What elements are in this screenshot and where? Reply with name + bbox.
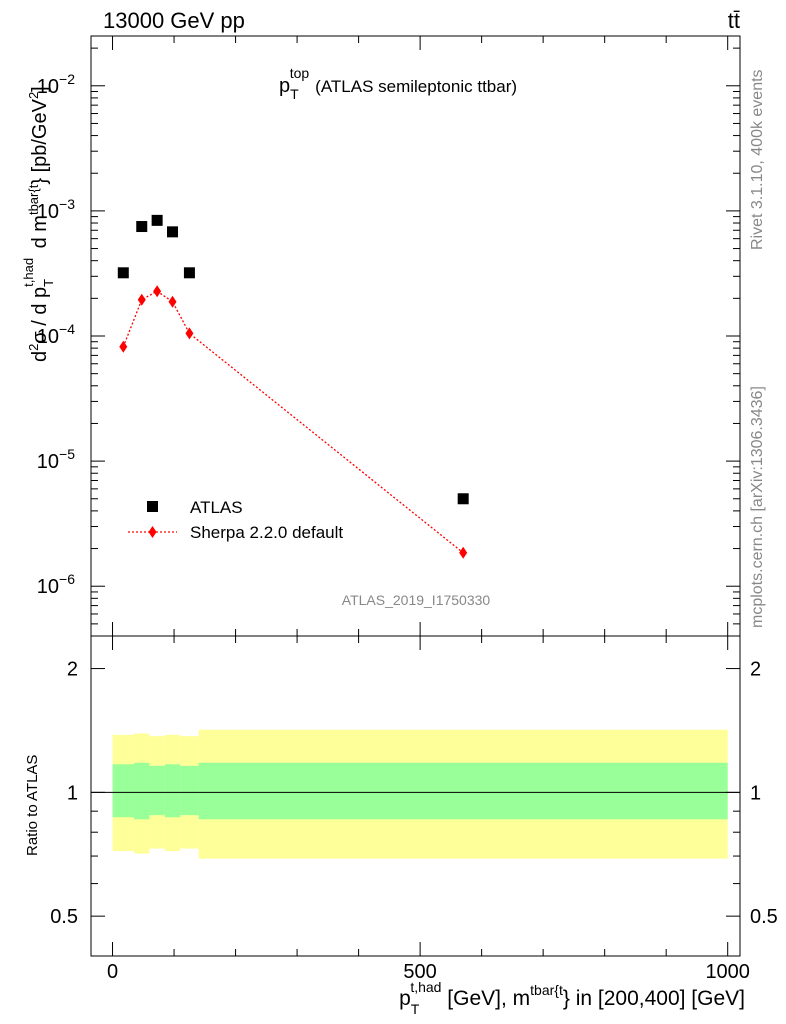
ratio-inner-band xyxy=(112,764,135,818)
sherpa-point xyxy=(185,327,194,340)
y-tick-label-exp: −5 xyxy=(59,446,75,462)
atlas-point xyxy=(457,493,469,505)
atlas-point xyxy=(136,221,148,233)
y-tick-label-exp: −3 xyxy=(59,196,75,212)
legend-sherpa-label: Sherpa 2.2.0 default xyxy=(190,523,343,542)
ratio-y-tick-label: 2 xyxy=(67,659,78,681)
ratio-frame xyxy=(90,635,741,957)
xlabel-sub: T xyxy=(411,1001,420,1017)
main-axis-ticks xyxy=(91,36,740,637)
title-rest: (ATLAS semileptonic ttbar) xyxy=(315,77,517,96)
y-tick-label: 10−6 xyxy=(37,571,75,598)
y-tick-label: 10−3 xyxy=(37,196,75,223)
ratio-y-tick-label-right: 2 xyxy=(750,659,761,681)
ratio-inner-band xyxy=(149,765,165,816)
y-tick-label-exp: −2 xyxy=(59,71,75,87)
y-tick-label-base: 10 xyxy=(37,201,59,223)
y-tick-label-exp: −6 xyxy=(59,571,75,587)
ratio-y-tick-label-right: 0.5 xyxy=(750,906,778,928)
sherpa-point xyxy=(137,293,146,306)
atlas-series xyxy=(117,214,469,505)
ylabel-dm: d m xyxy=(29,215,51,254)
ylabel-close: ] xyxy=(29,86,51,92)
xlabel-tail: } in [200,400] [GeV] xyxy=(563,987,745,1010)
main-y-axis-label: d2σ / d pTt,had d mtbar{t} [pb/GeV2] xyxy=(21,86,56,362)
legend-atlas-marker xyxy=(147,501,158,512)
ratio-inner-band xyxy=(164,764,181,818)
side-label-top: Rivet 3.1.10, 400k events xyxy=(749,69,766,250)
y-tick-label-base: 10 xyxy=(37,76,59,98)
ylabel-unit: } [pb/GeV xyxy=(29,98,51,184)
y-tick-label: 10−2 xyxy=(37,71,75,98)
ylabel-tbar: tbar{t xyxy=(26,184,41,215)
atlas-point xyxy=(151,214,163,226)
ratio-y-tick-label: 1 xyxy=(67,782,78,804)
x-tick-labels: 0 500 1000 xyxy=(107,961,750,983)
y-tick-label-base: 10 xyxy=(37,576,59,598)
sherpa-point xyxy=(459,546,468,559)
ylabel-T: T xyxy=(41,279,56,287)
y-tick-label-base: 10 xyxy=(37,451,59,473)
ratio-bands xyxy=(112,729,728,859)
ratio-inner-band xyxy=(134,762,150,820)
legend-atlas-label: ATLAS xyxy=(190,498,243,517)
side-label-bottom: mcplots.cern.ch [arXiv:1306.3436] xyxy=(749,386,766,628)
ylabel-d2: d xyxy=(29,351,51,362)
xlabel-sup: t,had xyxy=(410,979,441,995)
sherpa-series xyxy=(119,285,468,559)
x-axis-label: pTt,had [GeV], mtbar{t} in [200,400] [Ge… xyxy=(399,979,745,1017)
energy-label: 13000 GeV pp xyxy=(103,8,245,33)
y-tick-label: 10−5 xyxy=(37,446,75,473)
y-tick-label-base: 10 xyxy=(37,326,59,348)
legend-sherpa-marker xyxy=(148,526,157,538)
ylabel-sigma: σ / d p xyxy=(29,287,51,344)
x-tick-label: 500 xyxy=(403,961,436,983)
ylabel-thad: t,had xyxy=(21,258,36,287)
ratio-y-tick-labels: 0.5 0.5 1 1 2 2 xyxy=(50,659,778,929)
analysis-id: ATLAS_2019_I1750330 xyxy=(342,592,491,608)
title-sup: top xyxy=(290,65,310,81)
ratio-y-axis-label: Ratio to ATLAS xyxy=(24,755,41,856)
x-tick-label: 0 xyxy=(107,961,118,983)
y-tick-label-exp: −4 xyxy=(59,321,75,337)
title-p: p xyxy=(279,75,290,97)
xlabel-sup2: tbar{t xyxy=(530,982,563,998)
ratio-y-tick-label-right: 1 xyxy=(750,782,761,804)
sherpa-point xyxy=(119,340,128,353)
main-title: pTtop (ATLAS semileptonic ttbar) xyxy=(279,65,517,102)
sherpa-point xyxy=(168,295,177,308)
xlabel-mid: [GeV], m xyxy=(441,987,530,1010)
ratio-y-tick-label: 0.5 xyxy=(50,906,78,928)
y-tick-label: 10−4 xyxy=(37,321,75,348)
ratio-inner-band xyxy=(198,762,728,820)
ylabel-2: 2 xyxy=(26,344,41,351)
main-panel: 10−610−510−410−310−2 pTtop(ATLAS semilep… xyxy=(21,35,741,637)
ylabel-unit-2: 2 xyxy=(26,92,41,99)
atlas-point xyxy=(183,267,195,279)
atlas-point xyxy=(167,226,179,238)
process-label: tt̄ xyxy=(728,8,740,33)
ratio-panel: 0.5 0.5 1 1 2 2 0 500 1000 Ratio to ATLAS pTt,h… xyxy=(24,635,778,1017)
ratio-inner-band xyxy=(180,765,199,816)
title-sub: T xyxy=(290,86,299,102)
sherpa-line xyxy=(122,290,464,554)
sherpa-point xyxy=(153,285,162,298)
atlas-point xyxy=(117,267,129,279)
main-y-tick-labels: 10−610−510−410−310−2 xyxy=(37,71,75,598)
xlabel-p: p xyxy=(399,987,411,1010)
x-tick-label: 1000 xyxy=(705,961,750,983)
legend: ATLAS Sherpa 2.2.0 default xyxy=(128,498,343,542)
